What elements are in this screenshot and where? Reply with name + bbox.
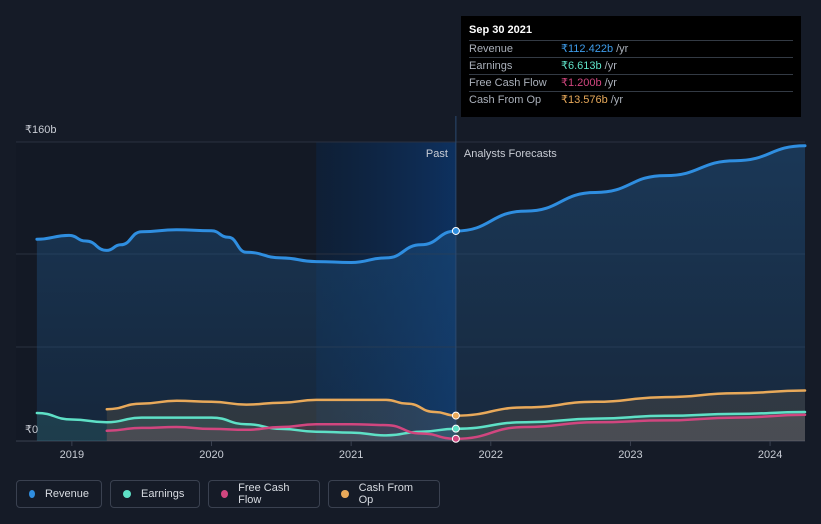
hover-marker-revenue <box>451 226 460 235</box>
tooltip-unit: /yr <box>610 94 623 106</box>
series-line-cash-from-op <box>105 389 807 417</box>
tooltip-row-revenue: Revenue ₹112.422b /yr <box>469 41 793 58</box>
series-line-free-cash-flow <box>105 413 807 441</box>
legend-dot-icon <box>341 490 349 498</box>
tooltip-row-free-cash-flow: Free Cash Flow ₹1.200b /yr <box>469 75 793 92</box>
legend-label: Cash From Op <box>358 482 413 506</box>
legend-item-revenue[interactable]: Revenue <box>16 480 102 508</box>
legend-item-cash-from-op[interactable]: Cash From Op <box>328 480 440 508</box>
hover-marker-cash-from-op <box>451 411 460 420</box>
tooltip-date: Sep 30 2021 <box>469 24 793 41</box>
tooltip-label: Free Cash Flow <box>469 77 547 89</box>
y-tick-label-zero: ₹0 <box>25 424 38 436</box>
legend-label: Free Cash Flow <box>238 482 290 506</box>
past-label: Past <box>426 148 448 160</box>
tooltip-value: ₹13.576b <box>561 94 608 106</box>
legend-label: Earnings <box>141 488 185 500</box>
tooltip-unit: /yr <box>616 43 629 55</box>
tooltip-value: ₹6.613b <box>561 60 602 72</box>
legend-dot-icon <box>29 490 35 498</box>
legend-item-free-cash-flow[interactable]: Free Cash Flow <box>208 480 320 508</box>
tooltip-row-cash-from-op: Cash From Op ₹13.576b /yr <box>469 92 793 108</box>
series-lines <box>35 144 807 441</box>
x-tick-label: 2022 <box>479 449 503 461</box>
tooltip-label: Earnings <box>469 60 513 72</box>
y-tick-label-top: ₹160b <box>25 124 56 136</box>
tooltip-unit: /yr <box>604 60 617 72</box>
tooltip-row-earnings: Earnings ₹6.613b /yr <box>469 58 793 75</box>
x-tick-label: 2024 <box>758 449 782 461</box>
legend-label: Revenue <box>44 488 89 500</box>
x-tick-label: 2020 <box>199 449 223 461</box>
x-tick-label: 2019 <box>60 449 84 461</box>
legend-dot-icon <box>221 490 229 498</box>
x-axis: 2019 2020 2021 2022 2023 2024 <box>60 441 782 461</box>
forecast-label: Analysts Forecasts <box>464 148 557 160</box>
hover-marker-earnings <box>451 424 460 433</box>
tooltip-label: Cash From Op <box>469 94 542 106</box>
legend-item-earnings[interactable]: Earnings <box>110 480 200 508</box>
x-tick-label: 2021 <box>339 449 363 461</box>
x-tick-label: 2023 <box>618 449 642 461</box>
legend: Revenue Earnings Free Cash Flow Cash Fro… <box>16 480 440 508</box>
series-line-revenue <box>35 144 807 265</box>
tooltip-value: ₹1.200b <box>561 77 602 89</box>
tooltip-unit: /yr <box>604 77 617 89</box>
tooltip: Sep 30 2021 Revenue ₹112.422b /yr Earnin… <box>461 16 801 117</box>
series-area-revenue <box>36 145 805 441</box>
tooltip-value: ₹112.422b <box>561 43 614 55</box>
legend-dot-icon <box>123 490 131 498</box>
hover-marker-free-cash-flow <box>451 434 460 443</box>
hover-markers <box>451 226 460 443</box>
series-line-earnings <box>35 410 807 437</box>
tooltip-label: Revenue <box>469 43 514 55</box>
